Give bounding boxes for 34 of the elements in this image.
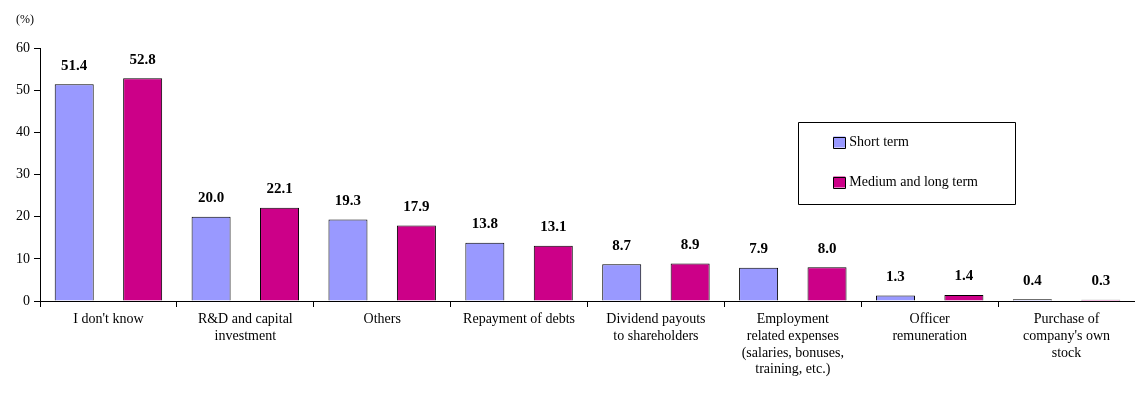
- data-label: 7.9: [749, 240, 768, 257]
- data-label: 0.4: [1022, 271, 1043, 288]
- data-label: 1.3: [886, 267, 905, 284]
- x-tick-label: Repayment of debts: [463, 311, 576, 327]
- x-tick-label: Others: [363, 311, 401, 327]
- data-label: 20.0: [197, 189, 225, 206]
- data-label: 22.1: [266, 180, 293, 197]
- legend-label: Medium and long term: [849, 174, 979, 190]
- x-tick-label: Employment related expenses (salaries, bonuses, training, etc.): [741, 311, 844, 378]
- x-tick-label: Dividend payouts to shareholders: [606, 311, 706, 343]
- data-label: 13.8: [471, 215, 498, 232]
- legend-label: Short term: [849, 134, 909, 150]
- data-label: 0.3: [1091, 272, 1111, 289]
- data-label: 17.9: [403, 197, 430, 214]
- data-label: 8.0: [817, 239, 837, 256]
- data-label: 51.4: [61, 56, 88, 73]
- x-tick-label: Purchase of company's own stock: [1023, 311, 1111, 360]
- y-axis-title: (%): [16, 12, 34, 27]
- data-label: 19.3: [334, 191, 362, 208]
- data-label: 8.9: [680, 235, 700, 252]
- x-tick-label: I don't know: [73, 311, 145, 327]
- y-tick-label: 40: [16, 124, 30, 140]
- y-tick-label: 0: [23, 292, 30, 308]
- y-tick-label: 30: [16, 166, 30, 182]
- data-label: 13.1: [540, 218, 567, 235]
- data-label: 52.8: [129, 50, 156, 67]
- y-tick-label: 10: [16, 250, 30, 266]
- data-label: 8.7: [612, 236, 632, 253]
- y-tick-label: 20: [16, 208, 30, 224]
- y-tick-label: 60: [16, 39, 30, 55]
- y-tick-label: 50: [16, 81, 30, 97]
- data-label: 1.4: [954, 267, 974, 284]
- x-tick-label: R&D and capital investment: [197, 311, 293, 343]
- x-tick-label: Officer remuneration: [892, 311, 968, 343]
